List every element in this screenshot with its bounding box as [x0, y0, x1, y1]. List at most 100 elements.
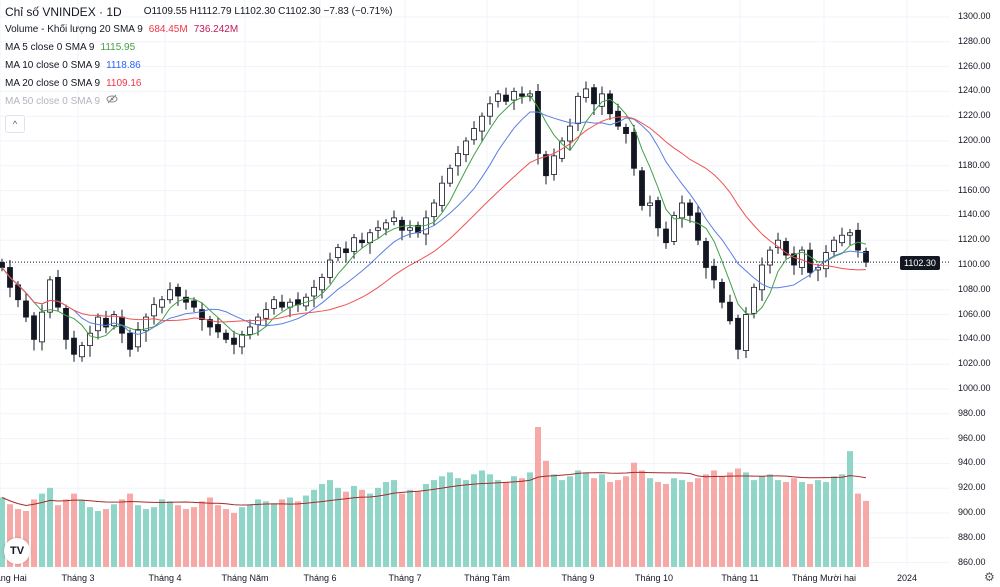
candle-body [135, 329, 141, 348]
candle-body [335, 247, 341, 258]
volume-sma-line [1, 471, 867, 506]
eye-off-icon[interactable] [106, 93, 118, 111]
candle-body [407, 227, 413, 231]
candle-body [543, 154, 549, 177]
candle-body [727, 301, 733, 322]
volume-bar [295, 501, 301, 567]
candle-body [367, 232, 373, 244]
candle-body [711, 265, 717, 281]
candle-body [631, 131, 637, 169]
volume-bar [207, 497, 213, 567]
candle-body [199, 309, 205, 320]
volume-bar [423, 483, 429, 567]
symbol-title[interactable]: Chỉ số VNINDEX · 1D [5, 5, 122, 19]
candle-body [599, 93, 605, 107]
volume-bar [583, 472, 589, 567]
volume-bar [367, 493, 373, 567]
volume-bar [287, 497, 293, 567]
volume-bar [479, 470, 485, 567]
x-tick-label: Tháng Năm [221, 573, 269, 583]
x-tick-label: Tháng 3 [61, 573, 95, 583]
indicator-label: MA 20 close 0 SMA 9 [5, 78, 101, 89]
volume-bar [855, 493, 861, 567]
tradingview-logo[interactable]: TV [4, 538, 30, 564]
volume-bar [551, 474, 557, 567]
collapse-legend-button[interactable]: ^ [5, 115, 25, 133]
candle-body [575, 95, 581, 125]
candle-body [479, 115, 485, 132]
volume-bar [7, 504, 13, 567]
volume-bar [159, 499, 165, 567]
volume-bar [399, 493, 405, 567]
candle-body [359, 239, 365, 244]
indicator-ma50[interactable]: MA 50 close 0 SMA 9 [5, 93, 392, 111]
volume-bar [695, 478, 701, 567]
volume-bar [279, 499, 285, 567]
candle-body [167, 289, 173, 301]
volume-bar [815, 480, 821, 567]
candle-body [215, 324, 221, 333]
open-value: O1109.55 [143, 6, 187, 17]
candle-body [431, 202, 437, 218]
volume-bar [463, 480, 469, 567]
x-tick-label: Tháng 10 [634, 573, 674, 583]
candle-body [775, 239, 781, 249]
indicator-value: 1109.16 [106, 78, 142, 89]
candle-body [327, 259, 333, 278]
volume-bar [615, 480, 621, 567]
indicator-ma10[interactable]: MA 10 close 0 SMA 9 1118.86 [5, 57, 392, 75]
volume-bar [487, 474, 493, 567]
volume-bar [239, 507, 245, 567]
candle-body [63, 307, 69, 340]
candle-body [175, 286, 181, 297]
volume-bar [447, 472, 453, 567]
volume-bar [607, 482, 613, 567]
volume-bar [0, 497, 5, 567]
volume-bar [127, 493, 133, 567]
volume-bar [135, 505, 141, 567]
volume-bar [719, 476, 725, 567]
low-value: L1102.30 [234, 6, 276, 17]
ohlc-values: O1109.55 H1112.79 L1102.30 C1102.30 −7.8… [144, 3, 393, 21]
volume-bar [23, 511, 29, 567]
candle-body [111, 314, 117, 327]
indicator-ma20[interactable]: MA 20 close 0 SMA 9 1109.16 [5, 75, 392, 93]
indicator-label: Volume - Khối lượng 20 SMA 9 [5, 24, 143, 35]
candle-body [759, 264, 765, 291]
candle-body [623, 126, 629, 134]
volume-bar [567, 476, 573, 567]
volume-bar [743, 472, 749, 567]
settings-gear-icon[interactable]: ⚙ [984, 570, 995, 584]
x-tick-label: Tháng 4 [148, 573, 182, 583]
candle-body [671, 214, 677, 242]
y-tick-label: 900.00 [958, 507, 986, 517]
candle-body [695, 212, 701, 241]
y-tick-label: 920.00 [958, 482, 986, 493]
candle-body [719, 281, 725, 303]
volume-bar [263, 501, 269, 567]
y-tick-label: 1000.00 [958, 383, 991, 393]
indicator-ma5[interactable]: MA 5 close 0 SMA 9 1115.95 [5, 39, 392, 57]
volume-bar [591, 478, 597, 567]
candle-body [151, 304, 157, 317]
candle-body [311, 286, 317, 297]
volume-bar [303, 495, 309, 567]
volume-bar [335, 487, 341, 567]
volume-bar [775, 480, 781, 567]
candle-body [207, 319, 213, 328]
volume-bar [679, 480, 685, 567]
candle-body [159, 299, 165, 308]
volume-bar [383, 482, 389, 567]
candle-body [519, 93, 525, 97]
volume-bar [71, 493, 77, 567]
candle-body [559, 140, 565, 159]
y-tick-label: 1220.00 [958, 110, 991, 121]
candle-body [583, 88, 589, 98]
candle-body [191, 300, 197, 308]
y-tick-label: 1280.00 [958, 35, 991, 46]
indicator-volume[interactable]: Volume - Khối lượng 20 SMA 9 684.45M 736… [5, 21, 392, 39]
volume-bar [703, 474, 709, 567]
volume-bar [663, 483, 669, 567]
volume-bar [327, 480, 333, 567]
